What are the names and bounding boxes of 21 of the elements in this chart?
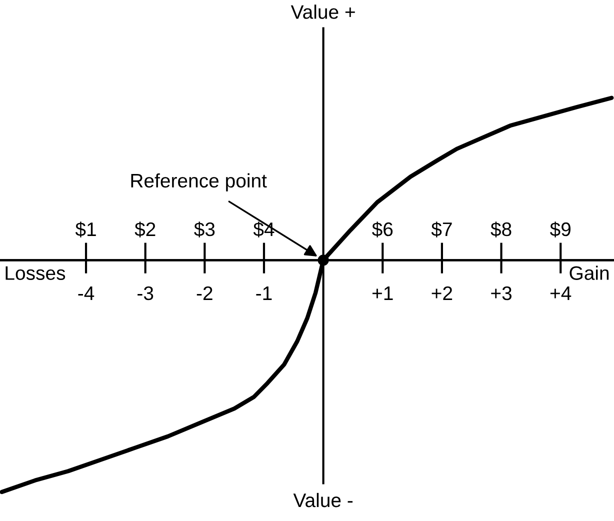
- x2-tick-label: $8: [490, 222, 512, 238]
- x-tick-label: +2: [432, 286, 452, 300]
- x2-tick-label: $1: [75, 222, 96, 238]
- x2-tick-label: $6: [372, 222, 393, 238]
- x-tick-label: -4: [78, 286, 94, 300]
- x2-tick-label: $9: [550, 222, 570, 238]
- annotation: Gain: [570, 266, 609, 280]
- x-tick-label: -3: [138, 286, 154, 300]
- x2-tick-label: $3: [194, 222, 215, 238]
- annotation: Reference point: [131, 173, 267, 192]
- x-tick-label: -2: [196, 286, 212, 300]
- x-tick-label: -1: [256, 286, 272, 300]
- x2-tick-label: $7: [431, 222, 452, 238]
- x-tick-label: +3: [491, 286, 512, 300]
- x2-tick-label: $2: [134, 222, 156, 238]
- text: Value -: [293, 492, 353, 508]
- x-tick-label: +4: [550, 286, 572, 300]
- x2-tick-label: $4: [253, 222, 274, 238]
- x-tick-label: +1: [372, 286, 393, 300]
- annotation: Losses: [6, 266, 66, 280]
- text: Value +: [290, 4, 355, 19]
